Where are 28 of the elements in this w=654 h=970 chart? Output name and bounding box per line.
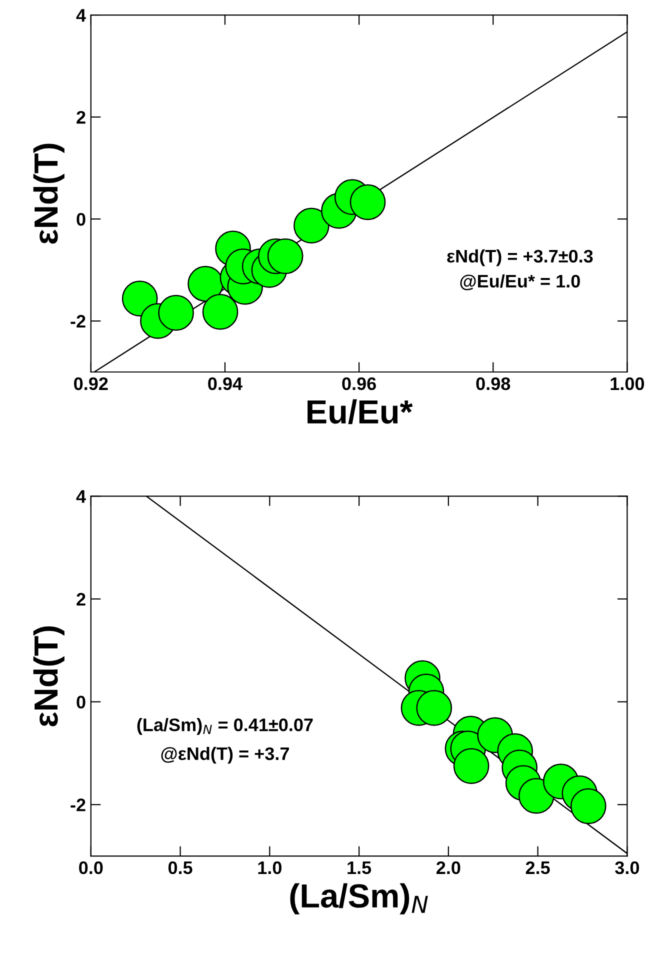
x-tick-label: 3.0 bbox=[615, 861, 639, 874]
x-tick-label: 0.92 bbox=[74, 377, 108, 390]
x-tick-label: 0.96 bbox=[342, 377, 376, 390]
annotation: (La/Sm)$_{N}$ = 0.41±0.07 bbox=[137, 718, 313, 735]
y-axis-title: εNd(T) bbox=[33, 626, 64, 726]
y-tick-label: 0 bbox=[76, 212, 86, 226]
x-tick-label: 0.0 bbox=[79, 861, 103, 874]
x-tick-label: 2.5 bbox=[526, 861, 550, 874]
y-tick-label: 2 bbox=[76, 592, 86, 606]
y-axis-title: εNd(T) bbox=[33, 144, 64, 244]
x-tick-label: 1.00 bbox=[610, 377, 644, 390]
x-tick-label: 1.5 bbox=[348, 862, 372, 874]
annotation: εNd(T) = +3.7±0.3 bbox=[447, 249, 593, 266]
x-tick-label: 0.5 bbox=[168, 861, 192, 874]
y-tick-label: 4 bbox=[76, 490, 86, 503]
annotation: @Eu/Eu* = 1.0 bbox=[460, 274, 580, 290]
y-tick-label: 4 bbox=[76, 9, 86, 22]
x-tick-label: 1.0 bbox=[258, 861, 282, 874]
y-tick-label: 2 bbox=[76, 110, 86, 124]
y-tick-label: -2 bbox=[70, 798, 86, 812]
x-tick-label: 0.94 bbox=[208, 377, 242, 390]
y-tick-label: 0 bbox=[76, 696, 86, 709]
x-tick-label: 2.0 bbox=[436, 861, 460, 874]
x-axis-title: (La/Sm)$_{N}$ bbox=[290, 883, 428, 914]
x-axis-title: Eu/Eu* bbox=[308, 399, 413, 424]
x-tick-label: 0.98 bbox=[476, 377, 510, 390]
annotation: @εNd(T) = +3.7 bbox=[161, 746, 289, 764]
y-tick-label: -2 bbox=[70, 314, 86, 328]
